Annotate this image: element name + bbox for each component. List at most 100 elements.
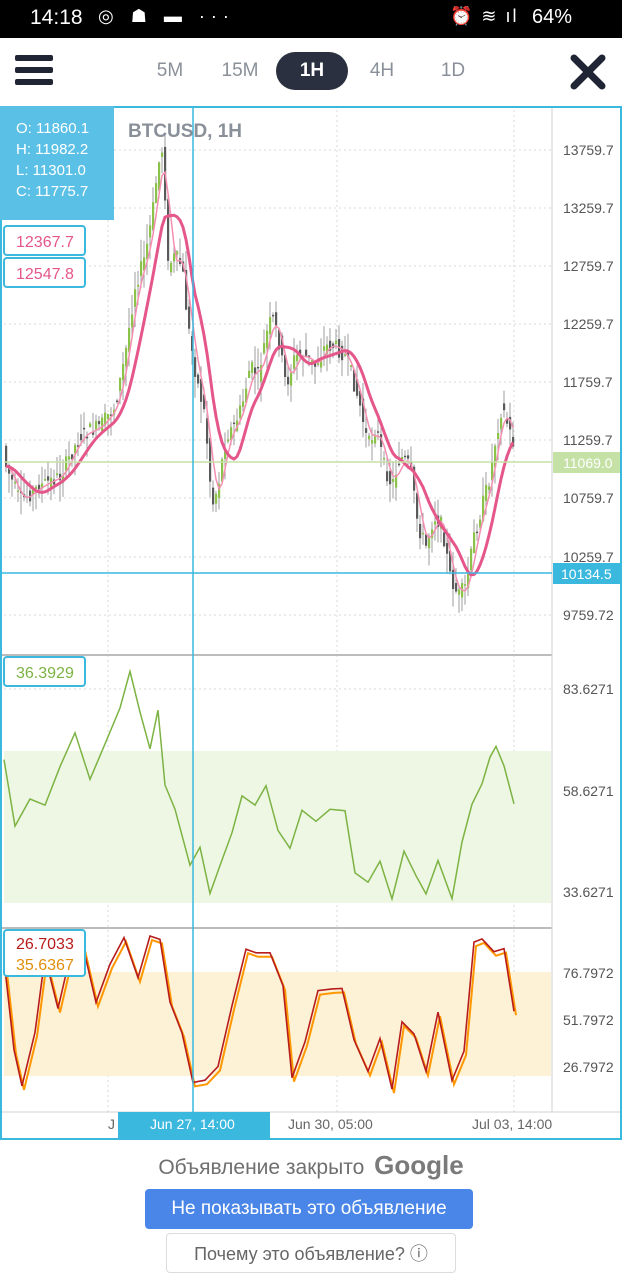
candle-body: [29, 490, 32, 502]
candle-body: [398, 463, 401, 466]
ma-slow-value: 12547.8: [16, 266, 74, 283]
tab-1d[interactable]: 1D: [440, 60, 466, 81]
crosshair-price-value: 10134.5: [561, 566, 612, 582]
price-tick: 12759.7: [563, 258, 614, 274]
crosshair-date-tag: [118, 1112, 270, 1140]
candle-body: [56, 473, 59, 476]
candle-body: [278, 329, 281, 350]
candle-body: [41, 483, 44, 489]
time-tick: Jul 03, 14:00: [472, 1116, 552, 1132]
candle-body: [422, 532, 425, 535]
candle-body: [503, 403, 506, 411]
candle-body: [170, 262, 173, 273]
price-tick: 13259.7: [563, 200, 614, 216]
stoch-tick: 51.7972: [563, 1012, 614, 1028]
candle-body: [107, 413, 110, 419]
menu-icon[interactable]: [15, 55, 53, 89]
candle-body: [314, 362, 317, 367]
candle-body: [248, 370, 251, 379]
price-tick: 13759.7: [563, 142, 614, 158]
candle-body: [293, 355, 296, 369]
last-price-tag: [553, 452, 620, 473]
candle-body: [122, 364, 125, 381]
candle-body: [512, 437, 515, 447]
stoch-tick: 76.7972: [563, 965, 614, 981]
candle-body: [344, 354, 347, 356]
candle-body: [287, 376, 290, 385]
crosshair-date: Jun 27, 14:00: [150, 1116, 235, 1132]
tab-1h[interactable]: 1H: [276, 52, 348, 90]
chart-area[interactable]: 13759.7 13259.7 12759.7 12259.7 11759.7 …: [0, 106, 622, 1140]
rsi-line: [3, 668, 515, 902]
candle-body: [8, 465, 11, 474]
candle-body: [467, 573, 470, 589]
candle-body: [35, 486, 38, 489]
candle-body: [377, 431, 380, 433]
candle-body: [143, 257, 146, 271]
candle-body: [254, 367, 257, 375]
candle-body: [83, 427, 86, 430]
candle-body: [371, 440, 374, 444]
symbol-title: BTCUSD, 1H: [128, 121, 242, 142]
candle-body: [65, 456, 68, 471]
rsi-value: 36.3929: [16, 665, 74, 682]
candle-body: [506, 418, 509, 424]
time-tick-partial: J: [108, 1116, 115, 1132]
candle-body: [419, 523, 422, 539]
candle-body: [386, 471, 389, 482]
stoch-tick: 26.7972: [563, 1059, 614, 1075]
candle-body: [416, 493, 419, 519]
tab-4h[interactable]: 4H: [369, 60, 395, 81]
battery-level: 64%: [532, 6, 573, 28]
candle-body: [320, 358, 323, 368]
candle-body: [317, 363, 320, 365]
hide-ad-button[interactable]: Не показывать это объявление: [145, 1189, 473, 1229]
candle-body: [380, 434, 383, 447]
candle-body: [464, 584, 467, 586]
why-this-ad-button[interactable]: Почему это объявление? ⓘ: [166, 1233, 456, 1273]
candle-body: [413, 466, 416, 491]
candle-body: [134, 289, 137, 307]
ma-slow-line: [5, 213, 515, 577]
candle-body: [191, 335, 194, 351]
candle-body: [218, 483, 221, 498]
candle-body: [338, 339, 341, 358]
close-icon[interactable]: [568, 52, 608, 92]
candle-body: [266, 330, 269, 349]
candle-body: [38, 484, 41, 493]
candle-body: [158, 162, 161, 191]
price-tick: 12259.7: [563, 316, 614, 332]
trading-chart[interactable]: 13759.7 13259.7 12759.7 12259.7 11759.7 …: [0, 106, 622, 1140]
candle-body: [458, 589, 461, 595]
ad-closed-text: Объявление закрыто: [158, 1156, 365, 1179]
candle-body: [200, 379, 203, 402]
rsi-tick: 83.6271: [563, 681, 614, 697]
stoch-d-value: 35.6367: [16, 957, 74, 974]
candle-body: [485, 484, 488, 501]
ohlc-open: O: 11860.1: [16, 120, 89, 137]
candle-body: [176, 251, 179, 255]
candle-body: [257, 366, 260, 369]
candle-body: [116, 400, 119, 403]
stoch-value-box: [3, 929, 86, 977]
candle-body: [74, 445, 77, 454]
candle-body: [290, 372, 293, 386]
candle-body: [296, 354, 299, 362]
time-tick: Jun 30, 05:00: [288, 1116, 373, 1132]
candle-body: [431, 529, 434, 539]
candle-body: [392, 478, 395, 482]
tab-5m[interactable]: 5M: [156, 60, 184, 81]
candle-body: [362, 398, 365, 423]
ma-fast-value: 12367.7: [16, 234, 74, 251]
candle-body: [347, 350, 350, 357]
tab-15m[interactable]: 15M: [221, 60, 259, 81]
candle-body: [389, 471, 392, 485]
candle-body: [470, 548, 473, 571]
candle-body: [125, 347, 128, 367]
candle-body: [212, 487, 215, 505]
candle-body: [374, 434, 377, 444]
candle-body: [47, 476, 50, 481]
ma-fast-line: [5, 170, 514, 592]
candle-body: [245, 388, 248, 403]
candle-body: [149, 225, 152, 238]
